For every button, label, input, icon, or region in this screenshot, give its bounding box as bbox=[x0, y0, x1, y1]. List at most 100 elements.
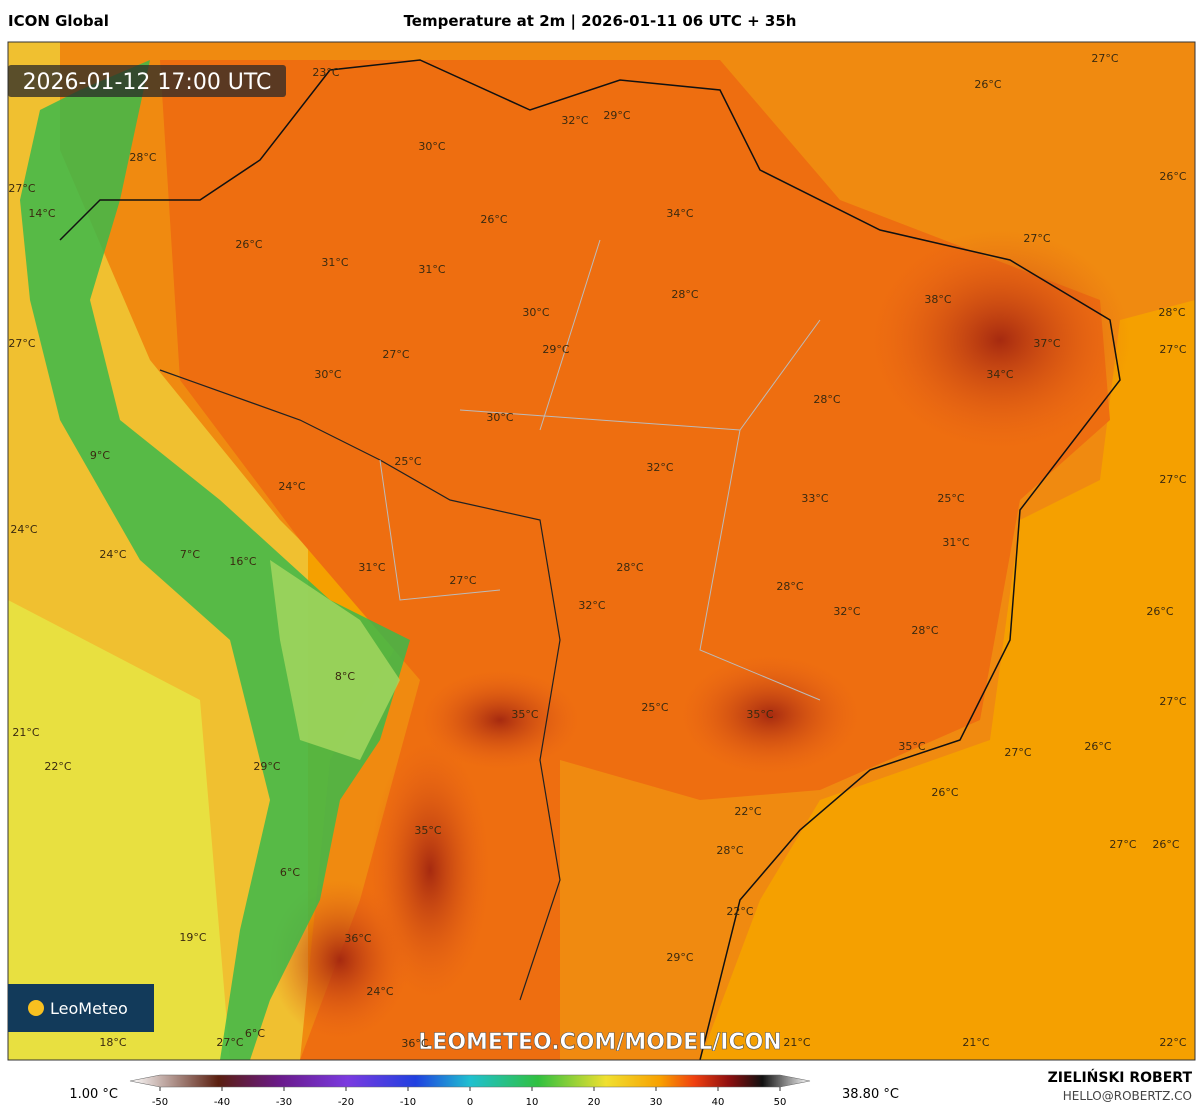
contact: HELLO@ROBERTZ.CO bbox=[1063, 1089, 1192, 1103]
temperature-label: 21°C bbox=[783, 1036, 810, 1049]
temperature-label: 22°C bbox=[734, 805, 761, 818]
colorbar-tick-label: 10 bbox=[526, 1097, 539, 1108]
temperature-label: 28°C bbox=[129, 151, 156, 164]
temperature-label: 26°C bbox=[1146, 605, 1173, 618]
colorbar-tick-label: -10 bbox=[400, 1097, 416, 1108]
temperature-label: 29°C bbox=[603, 109, 630, 122]
temperature-label: 9°C bbox=[90, 449, 110, 462]
temperature-label: 25°C bbox=[641, 701, 668, 714]
temperature-label: 26°C bbox=[1152, 838, 1179, 851]
temperature-label: 19°C bbox=[179, 931, 206, 944]
temperature-label: 30°C bbox=[314, 368, 341, 381]
temperature-label: 25°C bbox=[394, 455, 421, 468]
temperature-label: 18°C bbox=[99, 1036, 126, 1049]
temperature-label: 32°C bbox=[578, 599, 605, 612]
temperature-label: 35°C bbox=[511, 708, 538, 721]
legend-max: 38.80 °C bbox=[842, 1087, 899, 1102]
temperature-label: 6°C bbox=[245, 1027, 265, 1040]
temperature-label: 32°C bbox=[646, 461, 673, 474]
temperature-label: 31°C bbox=[321, 256, 348, 269]
temperature-label: 33°C bbox=[801, 492, 828, 505]
temperature-label: 29°C bbox=[666, 951, 693, 964]
temperature-label: 34°C bbox=[666, 207, 693, 220]
colorbar-tick-label: -50 bbox=[152, 1097, 168, 1108]
temperature-label: 29°C bbox=[253, 760, 280, 773]
temperature-label: 25°C bbox=[937, 492, 964, 505]
temperature-label: 6°C bbox=[280, 866, 300, 879]
temperature-label: 28°C bbox=[776, 580, 803, 593]
temperature-label: 24°C bbox=[99, 548, 126, 561]
temperature-label: 26°C bbox=[974, 78, 1001, 91]
temperature-label: 22°C bbox=[1159, 1036, 1186, 1049]
temperature-label: 24°C bbox=[10, 523, 37, 536]
temperature-label: 22°C bbox=[44, 760, 71, 773]
colorbar-tick-label: 0 bbox=[467, 1097, 473, 1108]
temperature-label: 28°C bbox=[911, 624, 938, 637]
temperature-label: 26°C bbox=[931, 786, 958, 799]
temperature-label: 24°C bbox=[278, 480, 305, 493]
temperature-label: 35°C bbox=[414, 824, 441, 837]
temperature-label: 7°C bbox=[180, 548, 200, 561]
temperature-label: 31°C bbox=[358, 561, 385, 574]
temperature-label: 35°C bbox=[746, 708, 773, 721]
temperature-label: 28°C bbox=[616, 561, 643, 574]
temperature-label: 27°C bbox=[1159, 473, 1186, 486]
temperature-label: 36°C bbox=[401, 1037, 428, 1050]
temperature-label: 27°C bbox=[8, 337, 35, 350]
temperature-label: 32°C bbox=[561, 114, 588, 127]
map-title: Temperature at 2m | 2026-01-11 06 UTC + … bbox=[404, 12, 797, 31]
temperature-label: 28°C bbox=[716, 844, 743, 857]
colorbar-tick-label: -20 bbox=[338, 1097, 354, 1108]
colorbar-tick-label: -40 bbox=[214, 1097, 230, 1108]
colorbar-tick-label: 20 bbox=[588, 1097, 601, 1108]
time-box bbox=[8, 65, 286, 97]
temperature-label: 29°C bbox=[542, 343, 569, 356]
temperature-label: 27°C bbox=[449, 574, 476, 587]
temperature-label: 27°C bbox=[1159, 343, 1186, 356]
temperature-label: 28°C bbox=[671, 288, 698, 301]
temperature-label: 27°C bbox=[1091, 52, 1118, 65]
temperature-label: 16°C bbox=[229, 555, 256, 568]
logo-sun bbox=[28, 1000, 44, 1016]
temperature-label: 26°C bbox=[1084, 740, 1111, 753]
colorbar-tick-label: 30 bbox=[650, 1097, 663, 1108]
temperature-label: 24°C bbox=[366, 985, 393, 998]
temperature-label: 31°C bbox=[418, 263, 445, 276]
temperature-label: 36°C bbox=[344, 932, 371, 945]
author: ZIELIŃSKI ROBERT bbox=[1048, 1068, 1193, 1086]
watermark: LEOMETEO.COM/MODEL/ICON bbox=[418, 1030, 781, 1055]
temperature-label: 27°C bbox=[1159, 695, 1186, 708]
temperature-label: 32°C bbox=[833, 605, 860, 618]
colorbar-tick-label: -30 bbox=[276, 1097, 292, 1108]
temperature-label: 35°C bbox=[898, 740, 925, 753]
temperature-label: 28°C bbox=[813, 393, 840, 406]
model-name: ICON Global bbox=[8, 12, 109, 30]
temperature-label: 23°C bbox=[312, 66, 339, 79]
temperature-label: 21°C bbox=[962, 1036, 989, 1049]
colorbar-tick-label: 50 bbox=[774, 1097, 787, 1108]
temperature-label: 27°C bbox=[1109, 838, 1136, 851]
temperature-label: 8°C bbox=[335, 670, 355, 683]
temperature-label: 27°C bbox=[1004, 746, 1031, 759]
temperature-label: 26°C bbox=[235, 238, 262, 251]
colorbar bbox=[129, 1074, 811, 1088]
temperature-label: 37°C bbox=[1033, 337, 1060, 350]
legend-min: 1.00 °C bbox=[69, 1087, 118, 1102]
temperature-label: 30°C bbox=[486, 411, 513, 424]
temperature-label: 31°C bbox=[942, 536, 969, 549]
temperature-label: 26°C bbox=[480, 213, 507, 226]
colorbar-tick-label: 40 bbox=[712, 1097, 725, 1108]
temperature-label: 38°C bbox=[924, 293, 951, 306]
temperature-label: 27°C bbox=[382, 348, 409, 361]
valid-time: 2026-01-12 17:00 UTC bbox=[23, 70, 272, 95]
temperature-label: 26°C bbox=[1159, 170, 1186, 183]
temperature-label: 30°C bbox=[418, 140, 445, 153]
temperature-label: 14°C bbox=[28, 207, 55, 220]
temperature-label: 21°C bbox=[12, 726, 39, 739]
logo: LeoMeteo bbox=[50, 999, 128, 1018]
temperature-label: 28°C bbox=[1158, 306, 1185, 319]
temperature-label: 34°C bbox=[986, 368, 1013, 381]
temperature-label: 27°C bbox=[1023, 232, 1050, 245]
temperature-label: 30°C bbox=[522, 306, 549, 319]
